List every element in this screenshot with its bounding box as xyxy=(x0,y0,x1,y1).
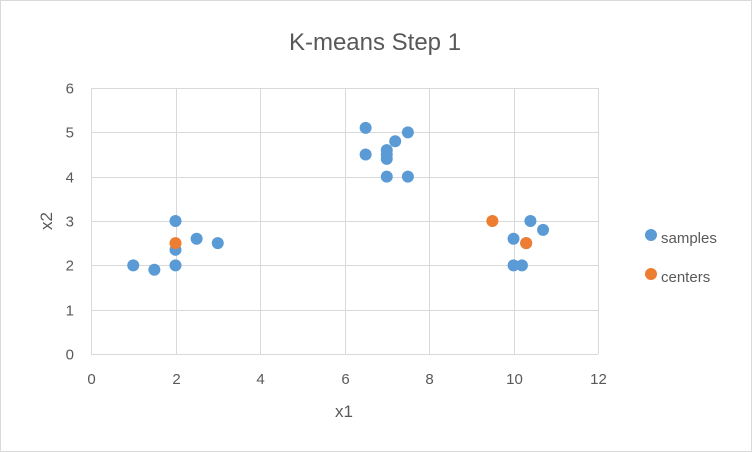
samples-point xyxy=(389,135,402,148)
x-tick-label: 6 xyxy=(341,371,349,388)
samples-point xyxy=(537,223,550,236)
x-tick-label: 4 xyxy=(256,371,264,388)
data-points xyxy=(127,121,550,276)
centers-point xyxy=(520,237,533,250)
samples-point xyxy=(359,148,372,161)
y-tick-label: 3 xyxy=(66,214,74,231)
y-tick-label: 2 xyxy=(66,258,74,275)
legend-marker-samples xyxy=(645,229,657,241)
legend: samples centers xyxy=(645,229,717,286)
samples-point xyxy=(359,121,372,134)
y-tick-label: 4 xyxy=(66,170,74,187)
samples-point xyxy=(380,170,393,183)
samples-point xyxy=(515,259,528,272)
x-axis-label: x1 xyxy=(335,402,353,421)
legend-label-samples: samples xyxy=(661,230,717,247)
samples-point xyxy=(507,259,520,272)
legend-label-centers: centers xyxy=(661,269,710,286)
x-tick-label: 2 xyxy=(172,371,180,388)
samples-point xyxy=(148,263,161,276)
grid-lines xyxy=(91,88,599,355)
chart-title: K-means Step 1 xyxy=(289,29,461,56)
samples-point xyxy=(169,259,182,272)
y-tick-label: 0 xyxy=(66,347,74,364)
x-tick-label: 12 xyxy=(590,371,607,388)
samples-point xyxy=(190,232,203,245)
x-tick-label: 10 xyxy=(506,371,523,388)
samples-point xyxy=(127,259,140,272)
x-tick-label: 0 xyxy=(87,371,95,388)
samples-point xyxy=(380,152,393,165)
y-axis-label: x2 xyxy=(37,212,56,230)
y-tick-label: 6 xyxy=(66,81,74,98)
centers-point xyxy=(169,237,182,250)
samples-point xyxy=(507,232,520,245)
centers-point xyxy=(486,215,499,227)
samples-point xyxy=(169,215,182,227)
samples-point xyxy=(401,126,414,139)
samples-point xyxy=(211,237,224,250)
legend-marker-centers xyxy=(645,268,657,280)
x-tick-label: 8 xyxy=(425,371,433,388)
y-tick-label: 5 xyxy=(66,125,74,142)
y-tick-label: 1 xyxy=(66,303,74,320)
samples-point xyxy=(524,215,537,227)
samples-point xyxy=(401,170,414,183)
